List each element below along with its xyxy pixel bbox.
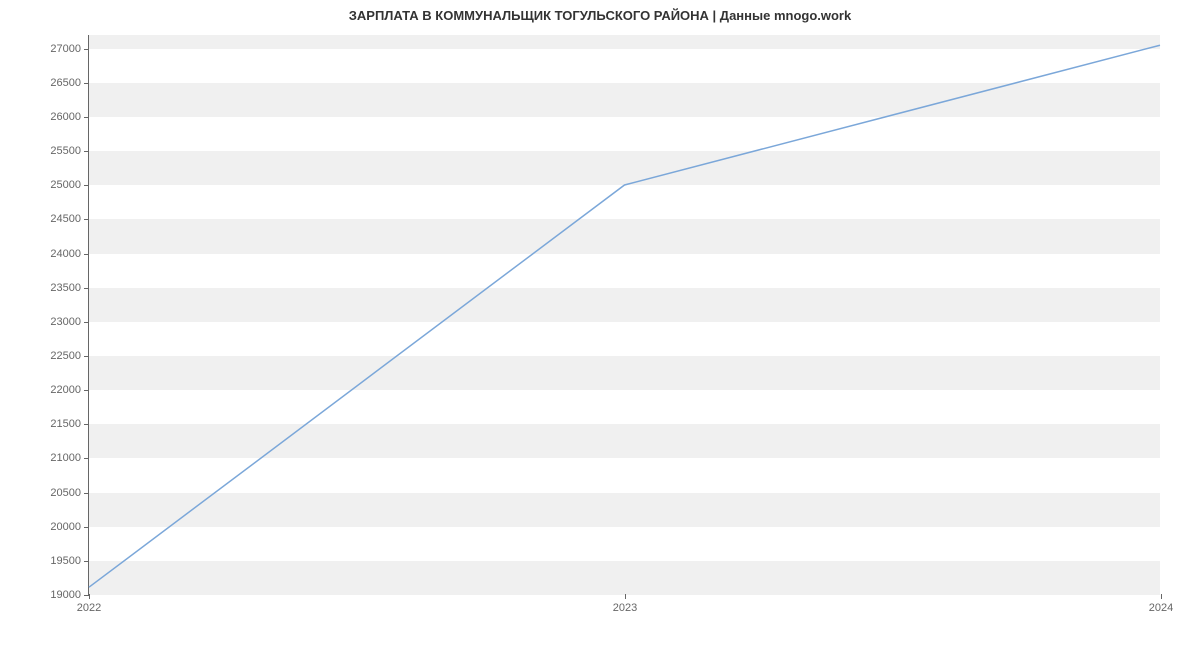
y-tick-mark (84, 254, 89, 255)
x-tick-mark (89, 594, 90, 599)
y-tick-mark (84, 322, 89, 323)
series-line (89, 45, 1160, 587)
y-tick-mark (84, 117, 89, 118)
y-tick-label: 23500 (50, 282, 81, 294)
y-tick-mark (84, 527, 89, 528)
line-layer (89, 35, 1160, 594)
y-tick-mark (84, 390, 89, 391)
plot-area: 1900019500200002050021000215002200022500… (88, 35, 1160, 595)
y-tick-label: 25500 (50, 145, 81, 157)
y-tick-label: 21000 (50, 452, 81, 464)
x-tick-label: 2024 (1149, 602, 1173, 614)
y-tick-mark (84, 288, 89, 289)
x-tick-label: 2023 (613, 602, 637, 614)
y-tick-label: 24500 (50, 213, 81, 225)
y-tick-label: 22000 (50, 384, 81, 396)
y-tick-label: 23000 (50, 316, 81, 328)
y-tick-label: 21500 (50, 418, 81, 430)
y-tick-mark (84, 458, 89, 459)
y-tick-mark (84, 561, 89, 562)
y-tick-mark (84, 356, 89, 357)
y-tick-label: 27000 (50, 43, 81, 55)
y-tick-label: 19500 (50, 555, 81, 567)
y-tick-mark (84, 424, 89, 425)
x-tick-label: 2022 (77, 602, 101, 614)
y-tick-mark (84, 49, 89, 50)
y-tick-label: 20500 (50, 487, 81, 499)
y-tick-mark (84, 493, 89, 494)
y-tick-label: 22500 (50, 350, 81, 362)
x-tick-mark (625, 594, 626, 599)
y-tick-label: 24000 (50, 248, 81, 260)
x-tick-mark (1161, 594, 1162, 599)
y-tick-label: 25000 (50, 179, 81, 191)
y-tick-label: 26000 (50, 111, 81, 123)
y-tick-mark (84, 83, 89, 84)
y-tick-label: 19000 (50, 589, 81, 601)
y-tick-label: 26500 (50, 77, 81, 89)
y-tick-mark (84, 151, 89, 152)
y-tick-mark (84, 185, 89, 186)
chart-title: ЗАРПЛАТА В КОММУНАЛЬЩИК ТОГУЛЬСКОГО РАЙО… (0, 8, 1200, 23)
y-tick-mark (84, 219, 89, 220)
y-tick-label: 20000 (50, 521, 81, 533)
